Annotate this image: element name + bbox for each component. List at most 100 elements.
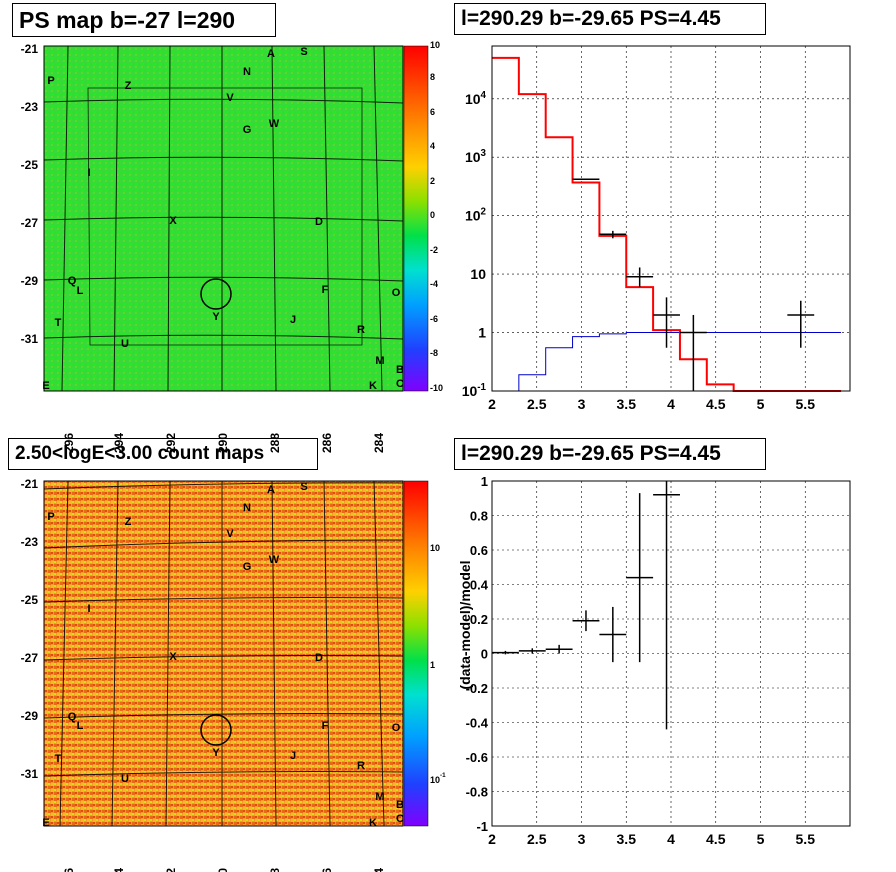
residuals-x-ticks: 2 2.5 3 3.5 4 4.5 5 5.5 [488, 831, 815, 847]
x-tick-label: 4.5 [706, 396, 726, 412]
x-tick-label: 288 [268, 433, 282, 453]
source-label-r: R [357, 324, 365, 336]
y-tick-label: -25 [21, 593, 39, 607]
source-label-i: I [87, 603, 90, 615]
ps-map-title: PS map b=-27 l=290 [12, 3, 276, 37]
count-map-source-circle [200, 714, 232, 746]
count-map-colorbar-ticks: 10 1 10-1 [430, 543, 446, 785]
x-tick-label: 2 [488, 396, 496, 412]
x-tick-label: 3.5 [617, 396, 637, 412]
colorbar-tick-label: -10 [430, 383, 443, 393]
y-tick-label: 104 [465, 90, 487, 107]
x-tick-label: 290 [216, 433, 230, 453]
source-label-d: D [315, 216, 323, 228]
y-tick-label: -27 [21, 651, 39, 665]
source-label-y: Y [212, 311, 220, 323]
x-tick-label: 296 [62, 433, 76, 453]
colorbar-tick-label: 0 [430, 210, 435, 220]
count-map-source-labels: A S N P Z V G W I X D QL F O T J R U MB E K C Y [42, 481, 404, 829]
count-map-y-ticks: -21 -23 -25 -27 -29 -31 [21, 477, 39, 781]
x-tick-label: 292 [164, 868, 178, 872]
x-tick-label: 294 [112, 433, 126, 453]
x-tick-label: 4.5 [706, 831, 726, 847]
y-tick-label: 1 [478, 325, 486, 341]
y-tick-label: -29 [21, 274, 39, 288]
y-tick-label: -23 [21, 100, 39, 114]
y-tick-label: 0.6 [470, 543, 488, 558]
source-label-b: B [396, 799, 404, 811]
source-label-b: B [396, 364, 404, 376]
background-step-line [492, 332, 842, 392]
x-tick-label: 5.5 [796, 831, 816, 847]
source-label-t: T [55, 753, 62, 765]
colorbar-tick-label: 4 [430, 141, 435, 151]
source-label-l: L [77, 720, 84, 732]
x-tick-label: 290 [216, 868, 230, 872]
y-tick-label: 102 [465, 207, 487, 224]
x-tick-label: 3.5 [617, 831, 637, 847]
source-label-p: P [47, 511, 54, 523]
source-label-k: K [369, 380, 377, 392]
x-tick-label: 284 [372, 868, 386, 872]
colorbar-tick-label: 10 [430, 543, 440, 553]
colorbar-tick-label: -2 [430, 245, 438, 255]
source-label-n: N [243, 502, 251, 514]
count-map-colorbar [403, 480, 429, 827]
colorbar-tick-label: -8 [430, 348, 438, 358]
residuals-y-axis-label: (data-model)/model [457, 560, 473, 689]
source-label-z: Z [125, 516, 132, 528]
y-tick-label: -29 [21, 709, 39, 723]
y-tick-label: -0.8 [466, 785, 488, 800]
source-label-a: A [267, 484, 275, 496]
colorbar-tick-label: 8 [430, 72, 435, 82]
y-tick-label: 10 [470, 266, 486, 282]
source-label-g: G [243, 561, 252, 573]
x-tick-label: 5 [757, 396, 765, 412]
ps-map-source-circle [200, 278, 232, 310]
source-label-c: C [396, 378, 404, 390]
spectrum-title: l=290.29 b=-29.65 PS=4.45 [454, 3, 766, 35]
y-tick-label: -0.2 [466, 681, 488, 696]
residuals-y-ticks: 1 0.8 0.6 0.4 0.2 0 -0.2 -0.4 -0.6 -0.8 -1 [466, 474, 489, 834]
source-label-s: S [300, 481, 307, 493]
ps-map-x-ticks: 296 294 292 290 288 286 284 [62, 433, 386, 453]
source-label-w: W [269, 554, 280, 566]
source-label-j: J [290, 750, 296, 762]
source-label-i: I [87, 167, 90, 179]
spectrum-y-ticks: 10-1 1 10 102 103 104 [462, 90, 487, 399]
x-tick-label: 3 [578, 831, 586, 847]
residuals-title: l=290.29 b=-29.65 PS=4.45 [454, 438, 766, 470]
source-label-u: U [121, 773, 129, 785]
y-tick-label: -21 [21, 42, 39, 56]
ps-map-y-ticks: -21 -23 -25 -27 -29 -31 [21, 42, 39, 346]
colorbar-tick-label: 6 [430, 107, 435, 117]
y-tick-label: -31 [21, 767, 39, 781]
x-tick-label: 286 [320, 868, 334, 872]
source-label-a: A [267, 48, 275, 60]
source-label-z: Z [125, 80, 132, 92]
source-label-e: E [42, 380, 49, 392]
source-label-w: W [269, 118, 280, 130]
x-tick-label: 5 [757, 831, 765, 847]
x-tick-label: 292 [164, 433, 178, 453]
source-label-r: R [357, 760, 365, 772]
y-tick-label: 0.4 [470, 578, 489, 593]
count-map-panel: A S N P Z V G W I X D QL F O T J R U MB E K C Y 296 294 292 290 28… [21, 477, 446, 872]
source-label-f: F [322, 720, 329, 732]
source-label-c: C [396, 813, 404, 825]
y-tick-label: 103 [465, 148, 487, 165]
y-tick-label: 0.8 [470, 509, 488, 524]
colorbar-tick-label: 10 [430, 40, 440, 50]
x-tick-label: 294 [112, 868, 126, 872]
y-tick-label: 0 [481, 647, 488, 662]
source-label-o: O [392, 287, 401, 299]
spectrum-background-series [492, 332, 842, 392]
source-label-u: U [121, 338, 129, 350]
y-tick-label: -0.6 [466, 750, 488, 765]
source-label-e: E [42, 817, 49, 829]
source-label-f: F [322, 284, 329, 296]
x-tick-label: 296 [62, 868, 76, 872]
source-label-d: D [315, 652, 323, 664]
